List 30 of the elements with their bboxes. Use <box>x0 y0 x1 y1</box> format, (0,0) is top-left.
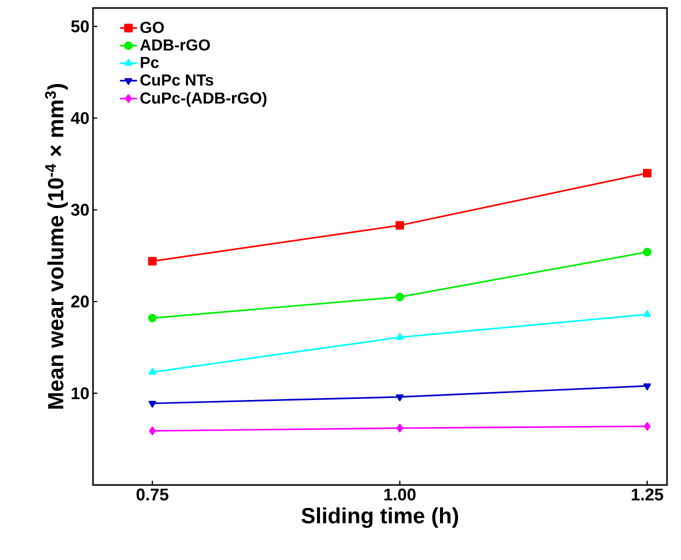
y-tick-label: 40 <box>70 112 89 124</box>
y-tick-label: 20 <box>71 296 89 308</box>
point <box>644 422 651 431</box>
point <box>643 383 652 390</box>
y-tick-label: 10 <box>72 387 89 400</box>
y-tick-label: 50 <box>71 20 89 32</box>
point <box>642 168 652 178</box>
point <box>396 221 404 230</box>
x-tick-label: 1.25 <box>632 488 664 501</box>
y-axis-title: Mean wear volume (10$^{-4}$ × mm$^{3}$) <box>45 84 68 409</box>
point <box>148 314 157 322</box>
point <box>396 292 404 302</box>
y-tick-label: 30 <box>71 204 89 216</box>
point <box>148 400 156 408</box>
point <box>643 310 652 317</box>
point <box>396 333 404 340</box>
point <box>148 368 156 375</box>
x-tick-label: 0.75 <box>136 488 168 501</box>
legend-label: CuPc-(ADB-rGO) <box>140 92 266 107</box>
legend-label: ADB-rGO <box>140 39 210 51</box>
legend-label: GO <box>140 22 164 34</box>
x-axis-title: Sliding time (h) <box>301 507 458 528</box>
point <box>396 424 404 432</box>
legend-label: CuPc NTs <box>140 74 214 86</box>
x-tick-label: 1.00 <box>384 488 416 501</box>
point <box>148 426 156 436</box>
point <box>148 256 157 266</box>
legend-label: Pc <box>140 56 159 68</box>
point <box>396 394 404 402</box>
point <box>642 248 652 256</box>
